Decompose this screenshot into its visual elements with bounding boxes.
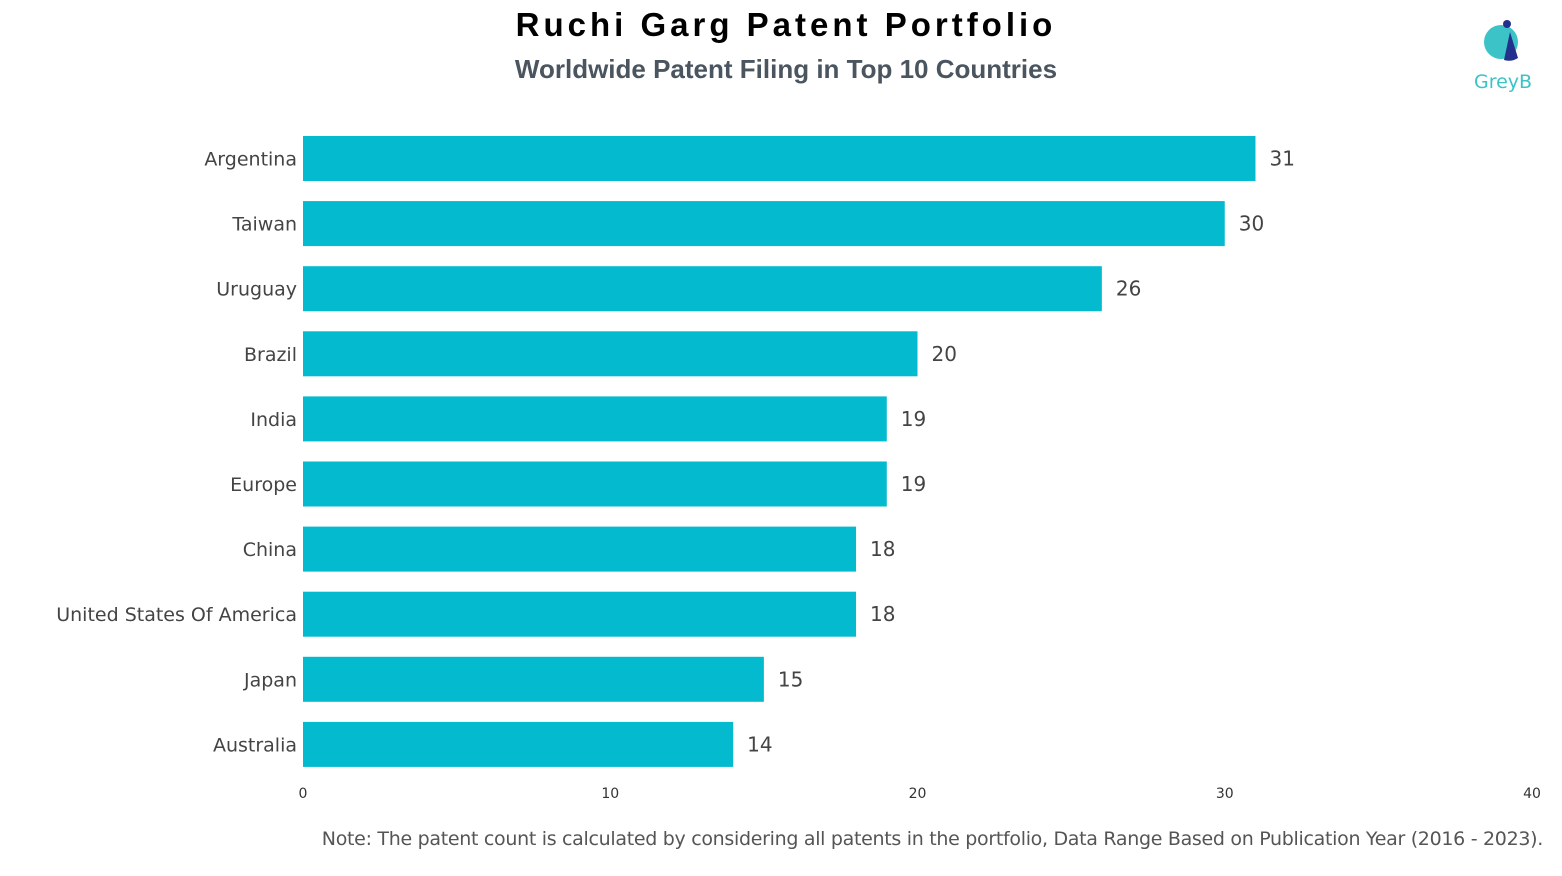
data-label: 14 <box>747 732 772 756</box>
category-label: India <box>250 409 297 431</box>
category-label: Australia <box>213 734 297 756</box>
category-label: Europe <box>230 474 297 496</box>
logo-text: GreyB <box>1474 71 1533 93</box>
category-label: Taiwan <box>231 214 297 236</box>
data-label: 18 <box>870 602 895 626</box>
bar-7 <box>303 591 857 637</box>
category-label: Uruguay <box>216 279 297 301</box>
data-label: 26 <box>1116 277 1141 301</box>
bar-3 <box>303 331 918 377</box>
bar-8 <box>303 656 764 702</box>
chart-subtitle: Worldwide Patent Filing in Top 10 Countr… <box>514 54 1058 84</box>
data-label: 20 <box>932 342 957 366</box>
bar-6 <box>303 526 857 572</box>
data-label: 19 <box>901 407 926 431</box>
category-label: Japan <box>243 669 297 691</box>
data-label: 19 <box>901 472 926 496</box>
footnote: Note: The patent count is calculated by … <box>321 828 1544 850</box>
category-label: Argentina <box>204 149 297 171</box>
x-tick-label: 0 <box>299 786 308 802</box>
x-tick-label: 40 <box>1523 786 1541 802</box>
bar-1 <box>303 201 1225 247</box>
category-label: United States Of America <box>56 604 297 626</box>
bar-5 <box>303 461 887 507</box>
bar-2 <box>303 266 1102 312</box>
category-label: Brazil <box>244 344 297 366</box>
bar-9 <box>303 721 734 767</box>
data-label: 31 <box>1269 147 1294 171</box>
category-label: China <box>243 539 297 561</box>
chart-title: Ruchi Garg Patent Portfolio <box>515 6 1057 43</box>
bar-0 <box>303 136 1256 181</box>
bar-4 <box>303 396 887 442</box>
x-tick-label: 10 <box>601 786 619 802</box>
x-tick-label: 20 <box>909 786 927 802</box>
x-tick-label: 30 <box>1216 786 1234 802</box>
greyb-logo-icon <box>1484 20 1518 61</box>
data-label: 15 <box>778 667 803 691</box>
data-label: 30 <box>1239 212 1264 236</box>
data-label: 18 <box>870 537 895 561</box>
